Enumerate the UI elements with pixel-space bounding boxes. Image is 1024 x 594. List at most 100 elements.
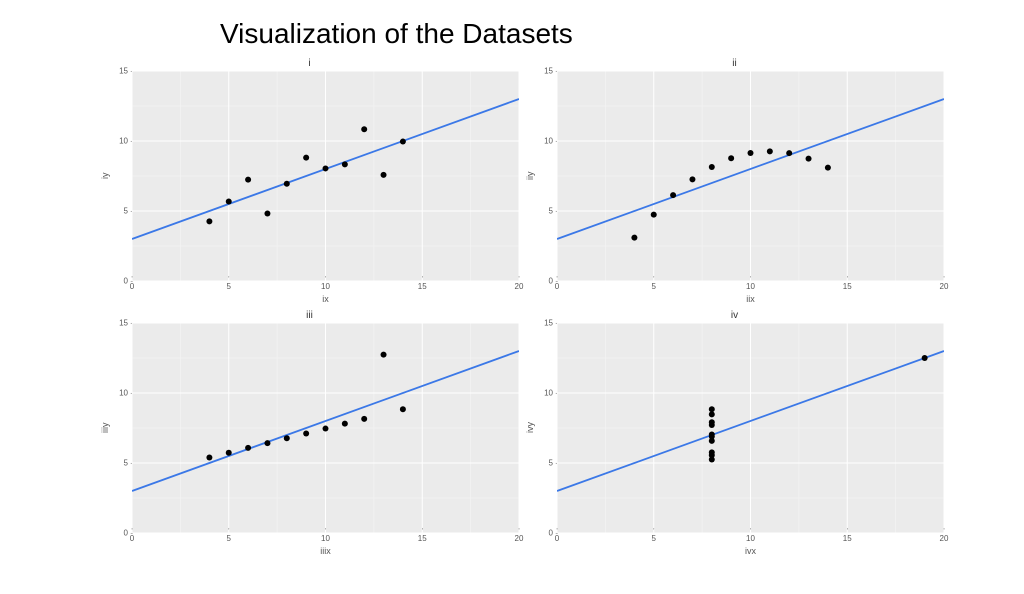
data-point [226,198,232,204]
x-tick-label: 15 [843,534,852,543]
x-tick-label: 0 [555,282,559,291]
y-tick-label: 0 [549,277,553,286]
plot-area [557,71,944,281]
x-tick-label: 5 [652,282,656,291]
data-point [806,156,812,162]
x-axis-label: ix [132,294,519,304]
y-tick-label: 10 [544,389,553,398]
data-point [284,181,290,187]
data-point [206,455,212,461]
x-tick-label: 0 [130,534,134,543]
y-tick-label: 0 [124,529,128,538]
data-point [709,419,715,425]
x-tick-label: 10 [746,282,755,291]
y-tick-label: 0 [549,529,553,538]
y-tick-label: 15 [544,319,553,328]
x-tick-label: 0 [130,282,134,291]
x-tick-label: 20 [940,534,949,543]
data-point [342,421,348,427]
data-point [767,148,773,154]
data-point [381,352,387,358]
x-axis-label: ivx [557,546,944,556]
data-point [631,235,637,241]
page-title: Visualization of the Datasets [220,18,1024,50]
panel-iv: ivivy05101505101520ivx [525,310,944,556]
panel-title: iii [100,310,519,321]
y-axis-label: ivy [525,323,537,533]
y-tick-label: 15 [544,67,553,76]
x-tick-label: 15 [418,282,427,291]
y-tick-label: 5 [124,207,128,216]
x-tick-label: 10 [746,534,755,543]
y-tick-label: 5 [549,207,553,216]
data-point [709,411,715,417]
data-point [245,177,251,183]
chart-grid: iiy05101505101520ixiiiiy05101505101520ii… [0,58,1024,576]
y-tick-label: 15 [119,319,128,328]
data-point [323,426,329,432]
data-point [361,126,367,132]
data-point [284,435,290,441]
data-point [709,434,715,440]
data-point [400,139,406,145]
y-tick-label: 0 [124,277,128,286]
data-point [361,416,367,422]
y-ticks: 051015 [537,323,557,533]
x-tick-label: 20 [515,534,524,543]
x-tick-label: 10 [321,534,330,543]
y-tick-label: 5 [124,459,128,468]
data-point [323,165,329,171]
x-tick-label: 20 [940,282,949,291]
x-tick-label: 5 [227,282,231,291]
data-point [400,406,406,412]
x-tick-label: 10 [321,282,330,291]
data-point [670,192,676,198]
x-tick-label: 0 [555,534,559,543]
data-point [709,406,715,412]
panel-title: ii [525,58,944,69]
panel-i: iiy05101505101520ix [100,58,519,304]
x-tick-label: 20 [515,282,524,291]
data-point [264,440,270,446]
panel-title: i [100,58,519,69]
data-point [689,176,695,182]
y-tick-label: 10 [544,137,553,146]
y-tick-label: 5 [549,459,553,468]
x-axis-label: iiix [132,546,519,556]
data-point [786,150,792,156]
y-axis-label: iy [100,71,112,281]
data-point [264,211,270,217]
data-point [709,164,715,170]
y-axis-label: iiy [525,71,537,281]
data-point [381,172,387,178]
data-point [748,150,754,156]
data-point [922,355,928,361]
data-point [245,445,251,451]
x-tick-label: 15 [418,534,427,543]
data-point [206,218,212,224]
data-point [825,165,831,171]
y-ticks: 051015 [537,71,557,281]
panel-ii: iiiiy05101505101520iix [525,58,944,304]
x-axis-label: iix [557,294,944,304]
data-point [728,155,734,161]
data-point [303,430,309,436]
y-ticks: 051015 [112,323,132,533]
plot-area [557,323,944,533]
data-point [342,161,348,167]
x-tick-label: 15 [843,282,852,291]
y-tick-label: 10 [119,389,128,398]
y-tick-label: 15 [119,67,128,76]
y-tick-label: 10 [119,137,128,146]
y-axis-label: iiiy [100,323,112,533]
x-ticks: 05101520 [132,281,519,295]
panel-iii: iiiiiiy05101505101520iiix [100,310,519,556]
data-point [651,212,657,218]
data-point [709,452,715,458]
x-ticks: 05101520 [132,533,519,547]
plot-area [132,71,519,281]
y-ticks: 051015 [112,71,132,281]
x-ticks: 05101520 [557,533,944,547]
plot-area [132,323,519,533]
x-ticks: 05101520 [557,281,944,295]
